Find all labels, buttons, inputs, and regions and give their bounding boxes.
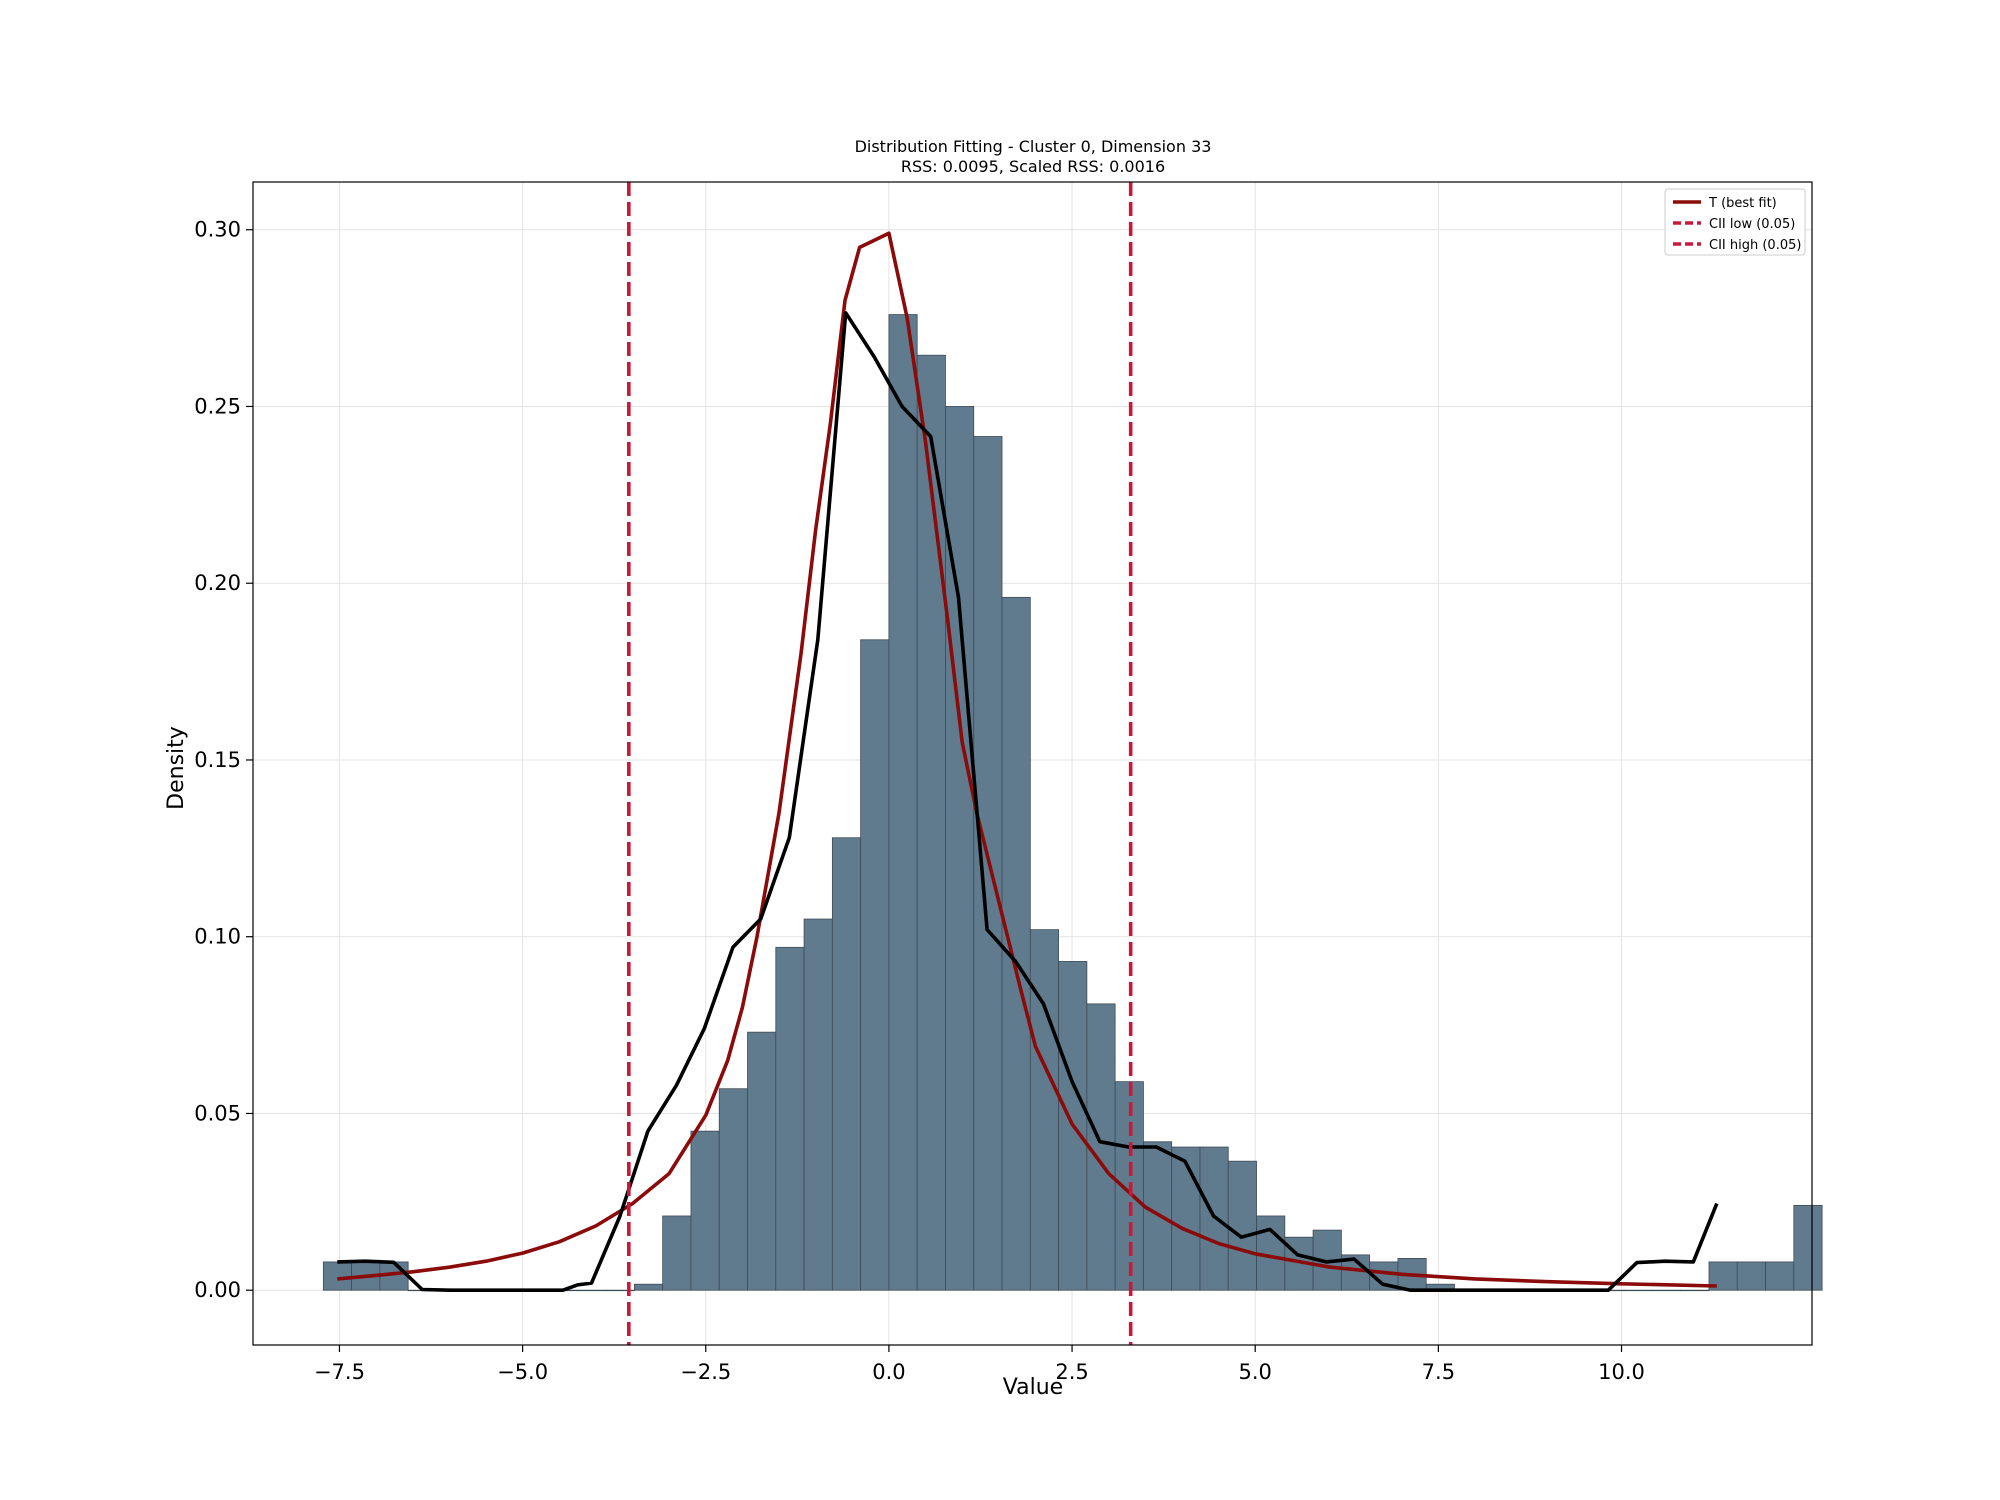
curves	[337, 182, 1719, 1345]
histogram-bar	[1086, 1003, 1116, 1291]
axes	[246, 181, 1813, 1352]
histogram-bar	[1736, 1261, 1766, 1291]
y-tick-label: 0.25	[194, 394, 241, 418]
histogram-bar	[831, 837, 862, 1291]
x-tick-label: −7.5	[314, 1360, 365, 1384]
histogram-bar	[1029, 929, 1059, 1291]
tick-labels: −7.5 −5.0 −2.5 0.0 2.5 5.0 7.5 10.0 0.00 0.05 0.10…	[194, 218, 1645, 1384]
histogram-bar	[747, 1031, 777, 1291]
histogram-bar	[803, 918, 833, 1291]
histogram-bar	[1623, 1289, 1653, 1292]
chart-title: Distribution Fitting - Cluster 0, Dimens…	[855, 137, 1212, 156]
y-tick-label: 0.00	[194, 1278, 241, 1302]
x-tick-label: 0.0	[872, 1360, 905, 1384]
histogram-bar	[633, 1283, 664, 1291]
chart-subtitle: RSS: 0.0095, Scaled RSS: 0.0016	[901, 157, 1165, 176]
histogram-bar	[775, 946, 805, 1291]
x-tick-label: −5.0	[497, 1360, 548, 1384]
x-tick-label: −2.5	[680, 1360, 731, 1384]
histogram-bar	[1765, 1261, 1795, 1291]
legend-label: CII low (0.05)	[1709, 217, 1795, 232]
legend-box	[1664, 188, 1806, 256]
x-tick-label: 2.5	[1055, 1360, 1088, 1384]
y-axis-label: Density	[164, 726, 189, 810]
y-tick-label: 0.05	[194, 1101, 241, 1125]
histogram-bar	[690, 1130, 720, 1291]
histogram-bar	[662, 1215, 692, 1291]
x-axis-label: Value	[1003, 1375, 1063, 1400]
x-tick-label: 7.5	[1422, 1360, 1455, 1384]
histogram-bar	[718, 1088, 748, 1291]
legend-label: CII high (0.05)	[1709, 238, 1801, 253]
histogram-bar	[860, 639, 890, 1291]
histogram-bar	[916, 354, 946, 1291]
histogram-bar	[1001, 596, 1031, 1291]
histogram-bar	[888, 314, 918, 1291]
histogram-bar	[322, 1261, 353, 1291]
histogram-bar	[1680, 1289, 1710, 1292]
y-tick-label: 0.10	[194, 925, 241, 949]
x-tick-label: 10.0	[1598, 1360, 1645, 1384]
y-tick-label: 0.15	[194, 748, 241, 772]
plot-frame	[252, 181, 1813, 1346]
empirical-density-curve	[337, 310, 1719, 1292]
x-tick-label: 5.0	[1239, 1360, 1272, 1384]
histogram-bar	[1793, 1204, 1823, 1291]
histogram-bar	[1171, 1146, 1201, 1291]
fit-curve	[337, 231, 1717, 1288]
y-tick-label: 0.20	[194, 571, 241, 595]
histogram-bar	[577, 1289, 607, 1292]
y-tick-label: 0.30	[194, 218, 241, 242]
histogram-bar	[1227, 1160, 1257, 1291]
legend-label: T (best fit)	[1708, 196, 1777, 211]
histogram-bar	[1652, 1289, 1682, 1292]
legend: T (best fit) CII low (0.05) CII high (0.05…	[1664, 188, 1806, 256]
